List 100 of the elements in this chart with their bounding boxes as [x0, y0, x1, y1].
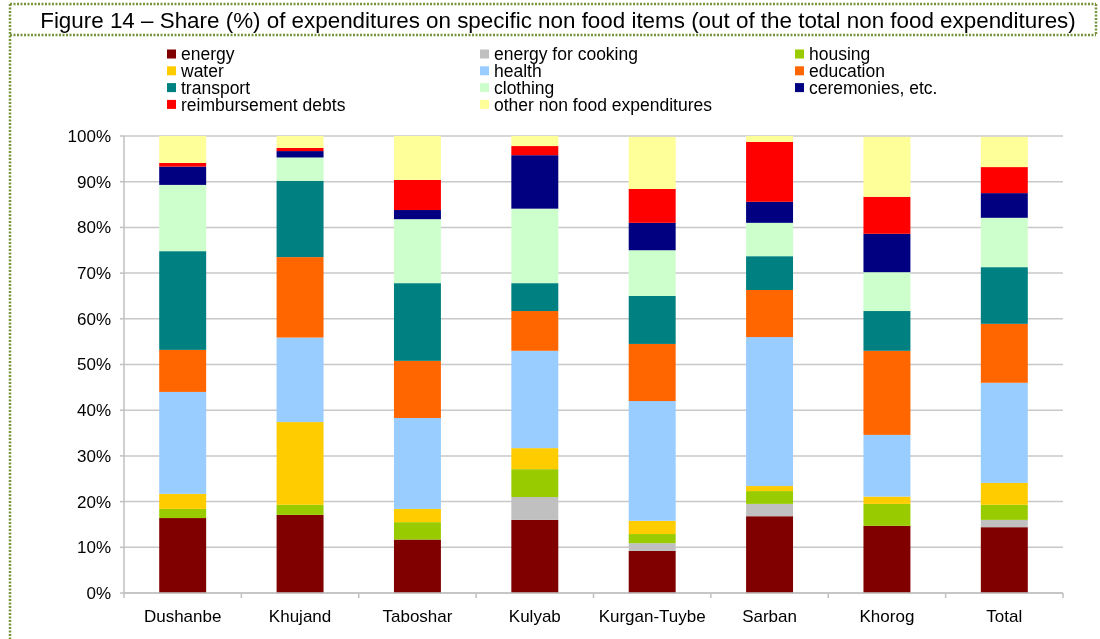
y-tick-label: 0% — [86, 583, 111, 603]
y-tick-label: 100% — [67, 126, 111, 146]
bar — [863, 233, 911, 273]
y-tick-label: 90% — [76, 172, 111, 192]
y-tick-label: 10% — [76, 538, 111, 558]
bar — [980, 267, 1028, 324]
bar — [980, 136, 1028, 168]
bar — [393, 283, 441, 361]
bar — [628, 222, 676, 251]
bar — [980, 323, 1028, 383]
bar — [393, 539, 441, 593]
bar — [511, 208, 559, 284]
bar — [628, 520, 676, 535]
x-tick-label: Dushanbe — [143, 607, 222, 626]
bar — [628, 401, 676, 521]
bar — [746, 503, 794, 517]
bar — [746, 290, 794, 338]
y-tick-label: 70% — [76, 264, 111, 284]
bar — [276, 337, 324, 423]
bar — [511, 519, 559, 593]
bar — [159, 493, 207, 509]
bar — [159, 518, 207, 593]
bar — [393, 136, 441, 180]
bar — [276, 257, 324, 338]
legend-label: housing — [809, 44, 871, 65]
legend-label: ceremonies, etc. — [809, 77, 938, 98]
legend-label: transport — [181, 77, 251, 98]
x-tick-label: Khujand — [268, 607, 332, 626]
chart-title: Figure 14 – Share (%) of expenditures on specific non food items (out of the total non food expenditures) — [40, 8, 1076, 33]
bar — [628, 550, 676, 593]
bar — [980, 504, 1028, 520]
bar — [746, 491, 794, 504]
bar — [628, 343, 676, 402]
bar — [159, 184, 207, 252]
bar — [628, 189, 676, 223]
bar — [393, 219, 441, 284]
bar — [511, 350, 559, 449]
bar — [746, 201, 794, 223]
y-tick-label: 40% — [76, 401, 111, 421]
bar — [628, 136, 676, 190]
x-tick-label: Khorog — [859, 607, 915, 626]
bar — [393, 417, 441, 509]
bar — [511, 311, 559, 351]
bar — [393, 360, 441, 418]
y-tick-label: 80% — [76, 218, 111, 238]
x-tick-label: Kulyab — [508, 607, 561, 626]
bar — [511, 469, 559, 498]
y-tick-label: 60% — [76, 309, 111, 329]
bar — [980, 167, 1028, 194]
bar — [746, 222, 794, 257]
y-tick-label: 50% — [76, 355, 111, 375]
bar — [980, 382, 1028, 483]
bar — [746, 486, 794, 492]
bar — [511, 136, 559, 147]
y-tick-label: 20% — [76, 492, 111, 512]
bar — [863, 136, 911, 197]
x-tick-label: Kurgan-Tuybe — [598, 607, 706, 626]
bar — [159, 349, 207, 392]
bar — [628, 295, 676, 344]
bar — [393, 210, 441, 220]
bar — [980, 482, 1028, 505]
bar — [746, 141, 794, 202]
bar — [863, 503, 911, 526]
bar — [159, 508, 207, 519]
bar — [863, 434, 911, 497]
bar — [980, 527, 1028, 593]
bar — [393, 522, 441, 540]
bar — [276, 151, 324, 158]
bar — [159, 136, 207, 163]
bar — [980, 193, 1028, 218]
x-tick-label: Taboshar — [382, 607, 453, 626]
legend-label: energy for cooking — [494, 44, 638, 65]
bar — [628, 250, 676, 296]
bar — [276, 136, 324, 148]
bar — [980, 519, 1028, 528]
bar — [863, 196, 911, 234]
bar — [863, 272, 911, 312]
x-tick-label: Total — [986, 607, 1023, 626]
bar — [511, 155, 559, 209]
bar — [746, 256, 794, 291]
legend-label: energy — [181, 44, 235, 65]
bar — [276, 147, 324, 152]
bar — [276, 514, 324, 593]
bar — [159, 166, 207, 185]
x-tick-label: Sarban — [742, 607, 797, 626]
bar — [159, 391, 207, 494]
bar — [276, 157, 324, 181]
bar — [276, 422, 324, 505]
bar — [159, 162, 207, 167]
bar — [393, 179, 441, 211]
bar — [511, 283, 559, 312]
bar — [746, 337, 794, 487]
bar — [628, 534, 676, 544]
bar — [393, 508, 441, 523]
bar — [276, 504, 324, 515]
legend-label: clothing — [494, 77, 555, 98]
bar — [159, 251, 207, 350]
bar — [511, 448, 559, 470]
bar — [511, 146, 559, 156]
bar — [863, 350, 911, 435]
